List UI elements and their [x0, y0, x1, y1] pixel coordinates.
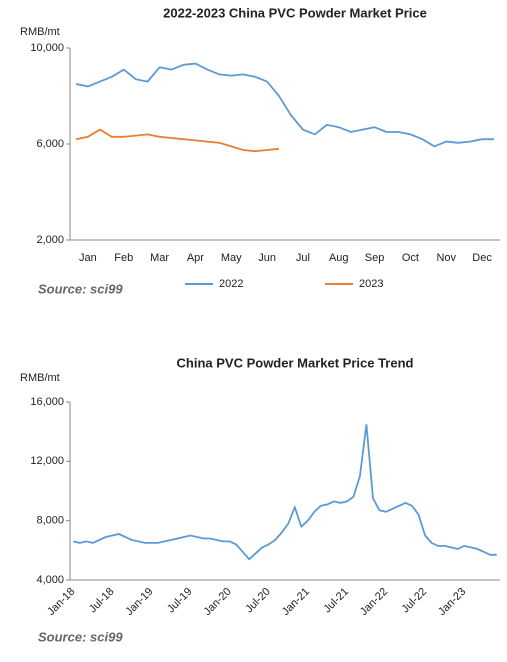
series-line [75, 128, 280, 153]
legend-label: 2023 [359, 278, 383, 290]
x-tick-label: Jan-18 [45, 586, 77, 618]
source-note: Source: sci99 [38, 629, 123, 644]
x-tick-label: Jan-21 [280, 586, 312, 618]
chart-title: 2022-2023 China PVC Powder Market Price [163, 5, 427, 20]
x-tick-label: Dec [472, 252, 492, 264]
x-tick-label: Apr [187, 252, 204, 264]
x-tick-label: Jul-19 [165, 586, 195, 616]
y-tick-label: 8,000 [36, 515, 64, 527]
x-tick-label: Jan-22 [358, 586, 390, 618]
x-tick-label: Feb [114, 252, 133, 264]
y-tick-label: 16,000 [30, 396, 64, 408]
x-tick-label: Nov [436, 252, 456, 264]
series-line [75, 62, 494, 148]
y-axis-label: RMB/mt [20, 26, 60, 38]
series-line [73, 424, 497, 561]
y-tick-label: 6,000 [36, 138, 64, 150]
chart-title: China PVC Powder Market Price Trend [177, 355, 414, 370]
x-tick-label: Jan-23 [436, 586, 468, 618]
x-tick-label: Jan-19 [123, 586, 155, 618]
x-tick-label: Jul-18 [87, 586, 117, 616]
source-note: Source: sci99 [38, 281, 123, 296]
legend-label: 2022 [219, 278, 243, 290]
y-axis-label: RMB/mt [20, 372, 60, 384]
x-tick-label: Jul [296, 252, 310, 264]
x-tick-label: Jul-20 [243, 586, 273, 616]
x-tick-label: Oct [402, 252, 419, 264]
y-tick-label: 12,000 [30, 455, 64, 467]
x-tick-label: Jan-20 [202, 586, 234, 618]
x-tick-label: Jul-21 [321, 586, 351, 616]
x-tick-label: Jul-22 [400, 586, 430, 616]
x-tick-label: Jun [258, 252, 276, 264]
x-tick-label: Mar [150, 252, 169, 264]
x-tick-label: May [221, 252, 242, 264]
x-tick-label: Sep [365, 252, 385, 264]
y-tick-label: 4,000 [36, 574, 64, 586]
x-tick-label: Jan [79, 252, 97, 264]
y-tick-label: 2,000 [36, 234, 64, 246]
y-tick-label: 10,000 [30, 42, 64, 54]
x-tick-label: Aug [329, 252, 349, 264]
